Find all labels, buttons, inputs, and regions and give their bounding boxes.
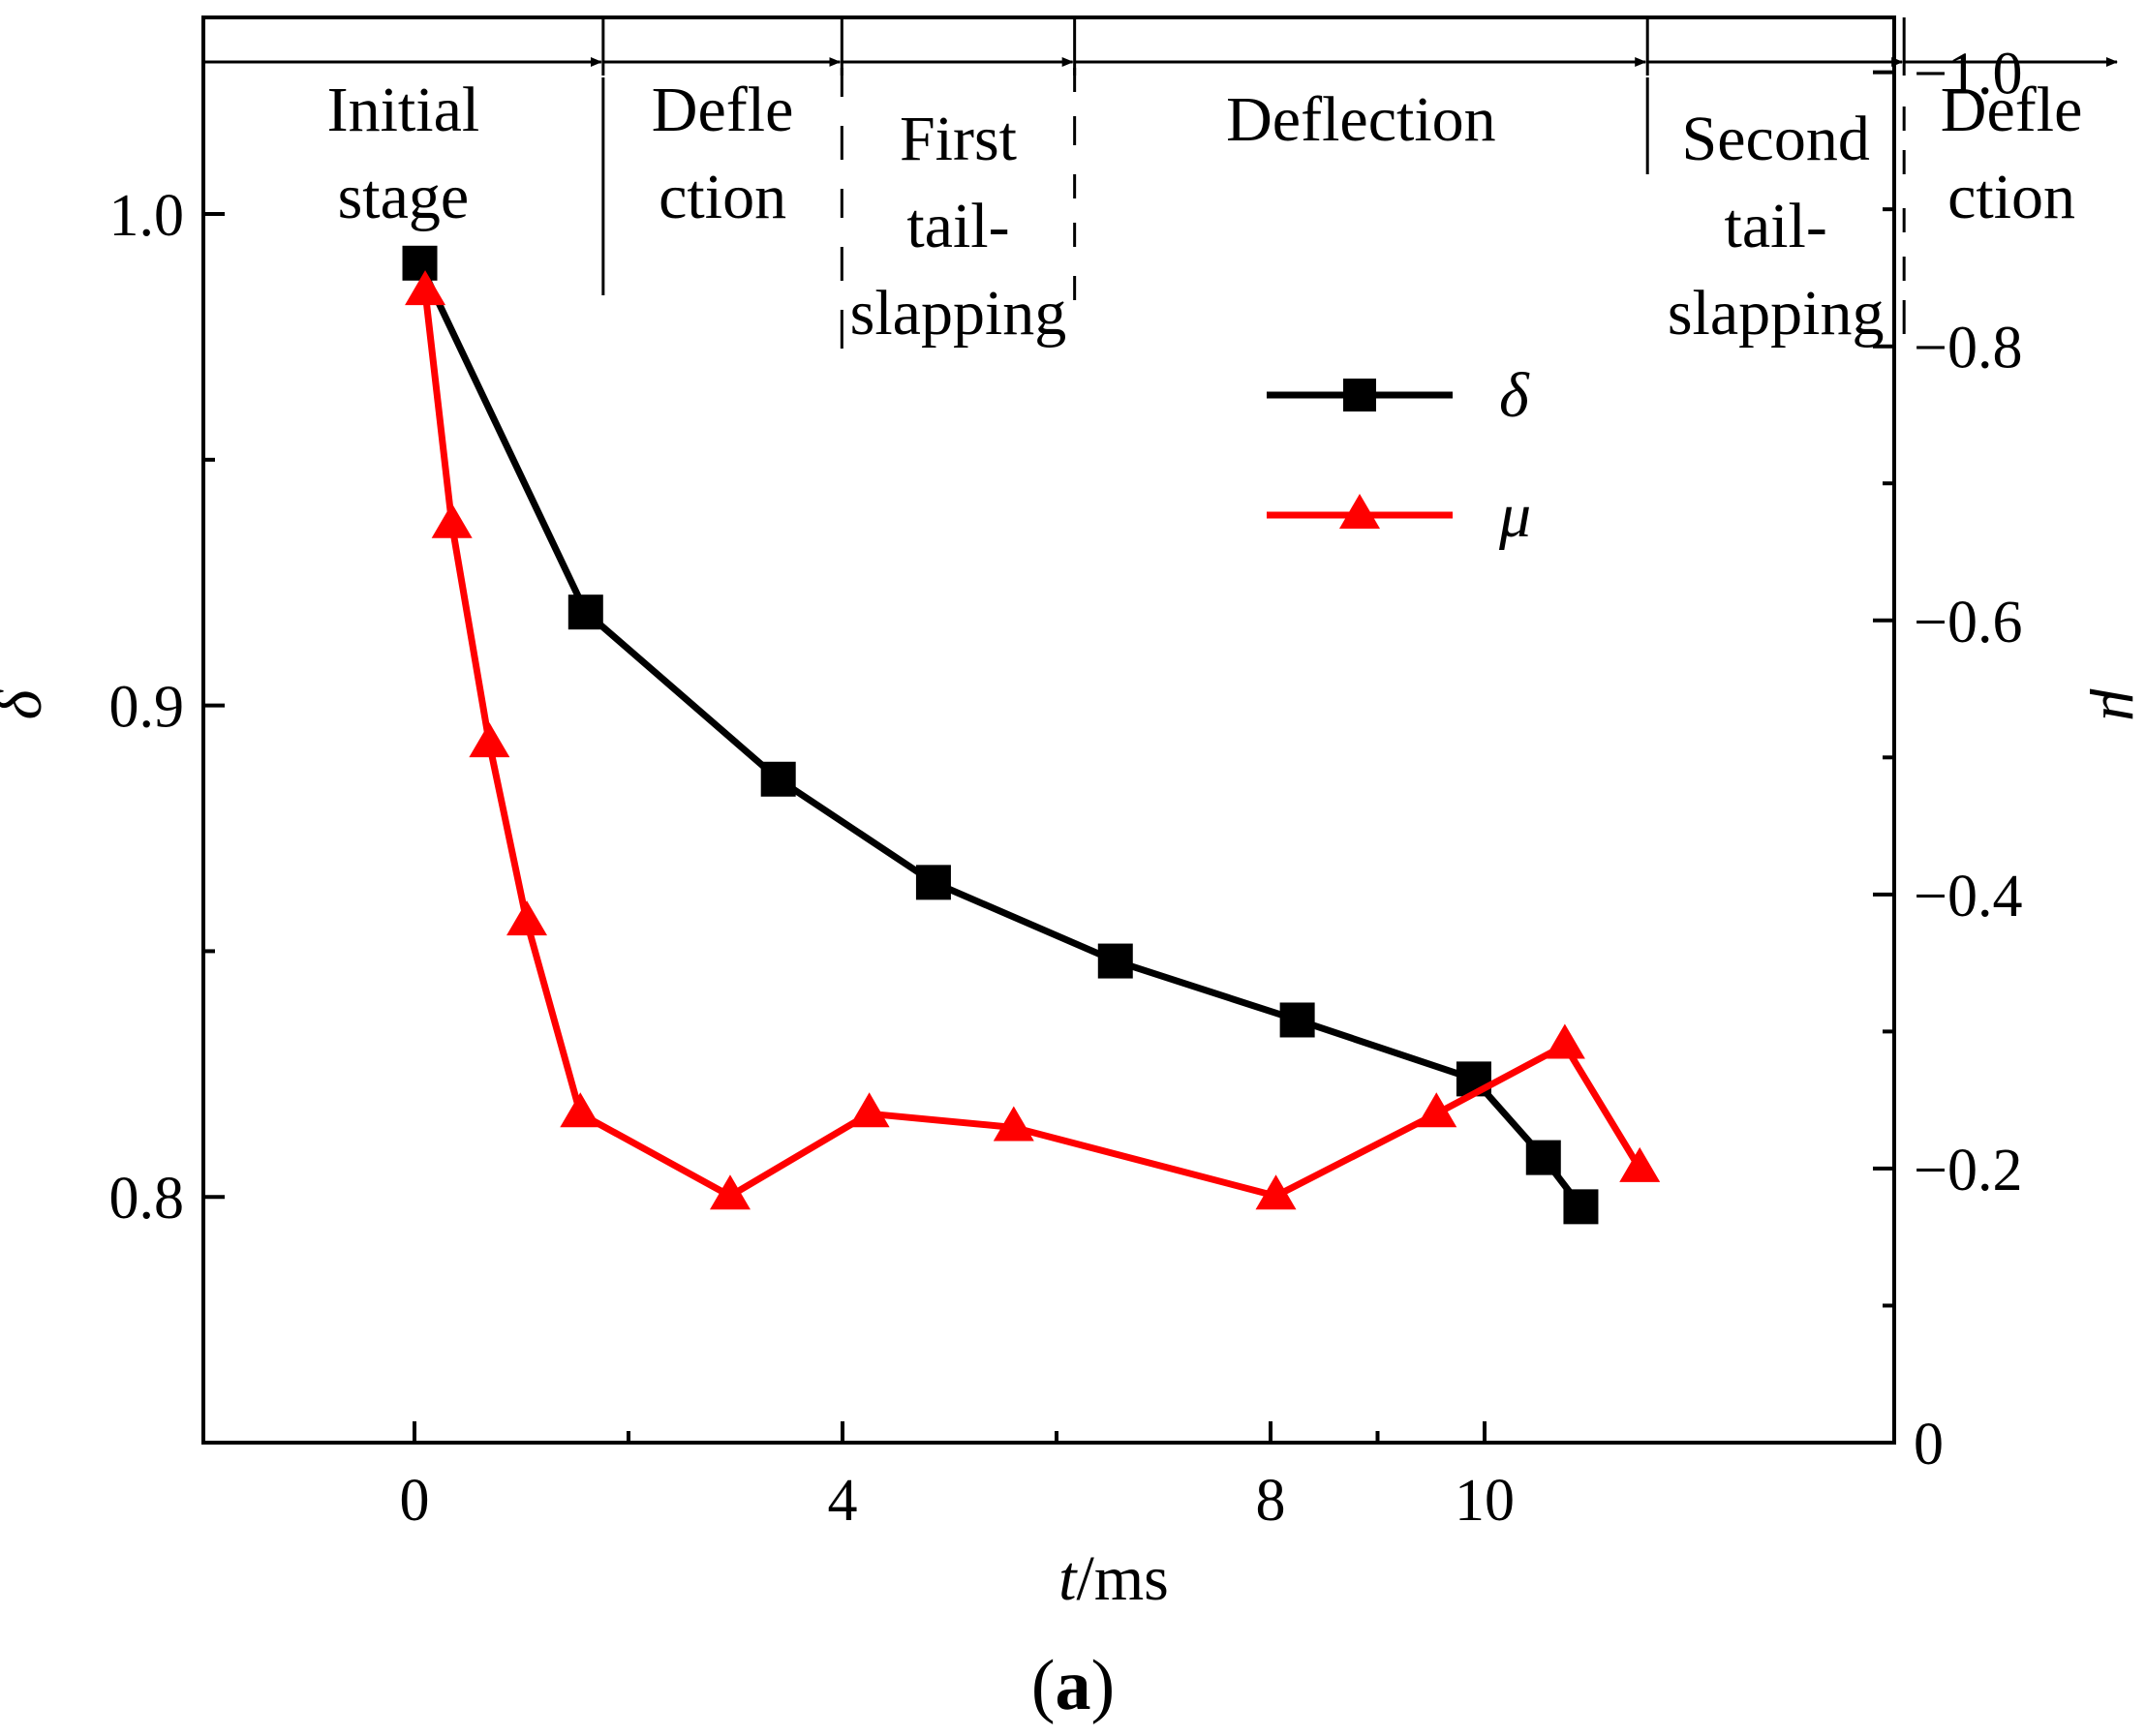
x-axis-unit: /ms: [1076, 1543, 1168, 1614]
plot-frame: [201, 15, 1896, 1445]
mu-point: [709, 1174, 751, 1210]
stage-label: Defle: [1941, 75, 2083, 145]
legend: δμ: [1267, 360, 1531, 551]
series-line-delta: [416, 261, 1584, 1209]
delta-point: [402, 245, 438, 281]
delta-point: [1525, 1140, 1561, 1175]
figure-caption: (a): [1031, 1646, 1115, 1725]
stage-label: First: [900, 104, 1017, 174]
x-tick-label: 4: [828, 1468, 858, 1534]
stage-label: ction: [1947, 162, 2075, 232]
stage-label: slapping: [1668, 278, 1885, 349]
mu-point: [506, 900, 548, 936]
x-tick-label: 10: [1455, 1468, 1515, 1534]
y-left-tick-label: 1.0: [109, 183, 185, 249]
stage-label: ction: [659, 162, 786, 232]
stage-label: stage: [338, 162, 470, 232]
caption-close: ): [1091, 1646, 1116, 1725]
y-left-tick-label: 0.9: [109, 675, 185, 741]
legend-marker-triangle: [1339, 494, 1380, 529]
data-series: [402, 245, 1661, 1225]
mu-point: [1416, 1092, 1457, 1128]
delta-point: [1097, 943, 1133, 979]
delta-point: [760, 761, 796, 797]
mu-point: [469, 722, 510, 758]
x-tick-label: 8: [1256, 1468, 1286, 1534]
stage-label: Defle: [652, 75, 794, 145]
mu-point: [1544, 1023, 1585, 1059]
y-right-tick-label: −1.0: [1914, 42, 2022, 107]
delta-point: [1279, 1002, 1315, 1038]
mu-point: [431, 503, 473, 538]
y-right-tick-label: 0: [1914, 1412, 1944, 1477]
mu-point: [405, 270, 446, 306]
stage-label: tail-: [1725, 191, 1827, 261]
stage-label: Second: [1682, 104, 1870, 174]
mu-point: [560, 1092, 601, 1128]
axis-ticks: 0 4 8 10 0.8 0.9 1.0 0 −0.2 −0.4 −0.6 −0.8 −1.0: [109, 42, 2023, 1534]
x-axis-title: t/ms: [1058, 1543, 1169, 1614]
x-axis-var: t: [1058, 1543, 1078, 1614]
delta-point: [915, 865, 951, 900]
stage-label: slapping: [850, 278, 1067, 349]
caption-letter: a: [1056, 1646, 1091, 1725]
mu-point: [1619, 1146, 1661, 1182]
y-right-tick-label: −0.6: [1914, 590, 2022, 655]
y-left-tick-label: 0.8: [109, 1166, 185, 1232]
y-right-tick-label: −0.2: [1914, 1138, 2022, 1203]
stage-label: Initial: [327, 75, 480, 145]
y-right-tick-label: −0.8: [1914, 316, 2022, 381]
delta-point: [1563, 1189, 1599, 1225]
mu-point: [993, 1106, 1034, 1142]
y-right-tick-label: −0.4: [1914, 864, 2022, 929]
caption-open: (: [1031, 1646, 1056, 1725]
x-tick-label: 0: [400, 1468, 430, 1534]
delta-point: [567, 594, 603, 630]
legend-marker-square: [1343, 379, 1376, 411]
mu-point: [1255, 1174, 1297, 1210]
legend-label: μ: [1498, 480, 1531, 551]
stage-annotations: InitialstageDeflectionFirsttail-slapping…: [203, 17, 2119, 349]
series-line-mu: [421, 290, 1643, 1200]
stage-label: Deflection: [1226, 84, 1496, 155]
y-axis-left-title: δ: [0, 688, 55, 719]
legend-label: δ: [1499, 360, 1530, 431]
mu-point: [848, 1092, 890, 1128]
stage-label: tail-: [906, 191, 1009, 261]
y-axis-right-title: μ: [2089, 687, 2146, 720]
